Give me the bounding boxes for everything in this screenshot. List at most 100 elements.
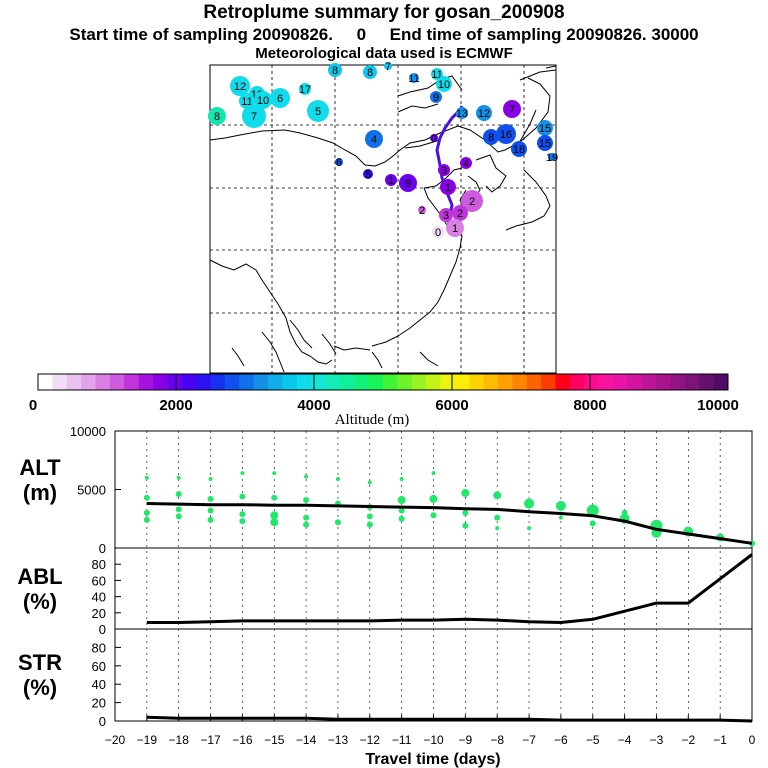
alt-point bbox=[143, 494, 150, 501]
colorbar-cell bbox=[124, 374, 140, 390]
x-tick-label: −5 bbox=[586, 733, 600, 747]
y-tick-label: 40 bbox=[92, 590, 106, 605]
alt-point bbox=[527, 526, 532, 531]
plume-cluster-label: 8 bbox=[214, 111, 220, 123]
alt-point bbox=[430, 512, 437, 519]
colorbar-cell bbox=[38, 374, 53, 390]
plume-cluster-marker bbox=[409, 73, 419, 83]
alt-point bbox=[303, 521, 310, 528]
plume-cluster-marker bbox=[365, 130, 383, 148]
colorbar-cell bbox=[483, 374, 499, 390]
x-tick-label: −14 bbox=[296, 733, 317, 747]
colorbar-cell bbox=[95, 374, 111, 390]
alt-point bbox=[240, 471, 245, 476]
x-tick-label: −7 bbox=[522, 733, 536, 747]
x-axis-label: Travel time (days) bbox=[365, 751, 500, 768]
plume-cluster-marker bbox=[430, 91, 442, 103]
alt-point bbox=[429, 494, 438, 503]
plume-cluster-label: 11 bbox=[241, 96, 252, 108]
plume-cluster-label: 18 bbox=[513, 144, 525, 156]
y-tick-label: 40 bbox=[92, 677, 106, 692]
x-tick-label: −13 bbox=[328, 733, 349, 747]
x-tick-label: −4 bbox=[618, 733, 632, 747]
plume-cluster-label: 2 bbox=[419, 205, 425, 217]
plume-cluster-marker bbox=[299, 83, 311, 95]
colorbar-cell bbox=[167, 374, 183, 390]
colorbar-cell bbox=[354, 374, 370, 390]
x-tick-label: −2 bbox=[681, 733, 695, 747]
plume-cluster-marker bbox=[461, 190, 483, 212]
x-tick-label: −6 bbox=[554, 733, 568, 747]
plume-cluster-label: 3 bbox=[441, 165, 447, 177]
colorbar-tick-label: 2000 bbox=[159, 397, 192, 414]
alt-point bbox=[143, 509, 150, 516]
plume-cluster-label: 13 bbox=[456, 108, 468, 120]
abl-line bbox=[146, 553, 753, 624]
colorbar-tick-label: 8000 bbox=[573, 397, 606, 414]
alt-point bbox=[303, 497, 310, 504]
map-frame bbox=[209, 64, 557, 374]
colorbar-cell bbox=[613, 374, 628, 390]
alt-point bbox=[494, 514, 501, 521]
colorbar-cell bbox=[627, 374, 643, 390]
colorbar-cell bbox=[81, 374, 96, 390]
alt-point bbox=[367, 480, 372, 485]
plume-cluster-marker bbox=[307, 100, 329, 122]
alt-point bbox=[239, 511, 246, 518]
y-tick-label: 20 bbox=[92, 606, 106, 621]
x-tick-label: −19 bbox=[137, 733, 158, 747]
plume-cluster-marker bbox=[385, 174, 397, 186]
plume-cluster-label: 4 bbox=[463, 158, 469, 170]
colorbar-axis-label: Altitude (m) bbox=[335, 412, 410, 428]
plume-cluster-marker bbox=[446, 219, 464, 237]
plume-cluster-marker bbox=[439, 208, 453, 222]
plume-cluster-label: 8 bbox=[332, 65, 338, 77]
plume-cluster-label: 6 bbox=[336, 157, 342, 169]
chart-title: Retroplume summary for gosan_200908 bbox=[203, 2, 565, 23]
alt-point bbox=[239, 518, 246, 525]
y-tick-label: 60 bbox=[92, 573, 106, 588]
plume-cluster-label: 6 bbox=[277, 93, 283, 105]
alt-point bbox=[399, 476, 404, 481]
meteorology-subtitle: Meteorological data used is ECMWF bbox=[255, 45, 513, 62]
alt-point bbox=[175, 506, 182, 513]
plume-cluster-label: 1 bbox=[388, 175, 394, 187]
colorbar-cell bbox=[541, 374, 556, 390]
alt-point bbox=[207, 507, 214, 514]
coastlines bbox=[209, 65, 557, 373]
colorbar-cell bbox=[598, 374, 614, 390]
plume-cluster-marker bbox=[432, 226, 444, 238]
abl-panel-unit: (%) bbox=[23, 589, 57, 614]
colorbar-cell bbox=[368, 374, 384, 390]
plume-cluster-label: 5 bbox=[365, 169, 371, 181]
str-panel-unit: (%) bbox=[23, 675, 57, 700]
colorbar-cell bbox=[440, 374, 456, 390]
x-tick-label: −11 bbox=[392, 733, 412, 747]
plume-cluster-label: 11 bbox=[431, 69, 442, 81]
plume-cluster-marker bbox=[242, 104, 266, 128]
alt-point bbox=[398, 507, 405, 514]
plume-cluster-marker bbox=[511, 141, 527, 157]
plume-cluster-label: 9 bbox=[433, 92, 439, 104]
colorbar-cell bbox=[224, 374, 240, 390]
alt-point bbox=[398, 515, 405, 522]
plume-cluster-label: 12 bbox=[478, 108, 490, 120]
x-tick-label: −12 bbox=[360, 733, 381, 747]
alt-point bbox=[207, 495, 214, 502]
plume-cluster-label: 3 bbox=[443, 210, 449, 222]
alt-point bbox=[335, 476, 340, 481]
plume-cluster-label: 9 bbox=[405, 178, 411, 190]
map-panel: 1219111061757888711111094651312781618151… bbox=[208, 61, 558, 374]
alt-point bbox=[461, 489, 470, 498]
plume-cluster-label: 7 bbox=[251, 111, 257, 123]
plume-cluster-label: 4 bbox=[371, 134, 377, 146]
colorbar-cell bbox=[383, 374, 398, 390]
colorbar-cell bbox=[498, 374, 513, 390]
colorbar-cell bbox=[66, 374, 82, 390]
alt-point bbox=[271, 494, 278, 501]
colorbar-cell bbox=[210, 374, 226, 390]
plume-cluster-label: 7 bbox=[509, 104, 515, 116]
y-tick-label: 20 bbox=[92, 696, 106, 711]
